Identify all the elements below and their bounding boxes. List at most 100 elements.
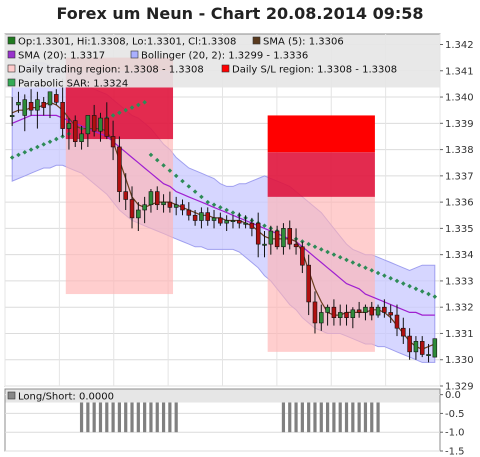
lower-y-axis: 0.0 -0.5 -1.0 -1.5 — [440, 390, 465, 457]
y-tick-label: 1.338 — [445, 145, 474, 156]
long-short-bar — [300, 394, 304, 433]
long-short-bar — [124, 394, 128, 433]
legend-label: Daily S/L region: 1.3308 - 1.3308 — [232, 65, 397, 76]
y-tick-label: 1.341 — [445, 66, 474, 77]
y-tick-label: 1.335 — [445, 224, 474, 235]
candle — [293, 243, 299, 248]
long-short-bar — [86, 394, 90, 433]
long-short-bar — [155, 394, 159, 433]
candle — [356, 309, 362, 313]
long-short-bar — [117, 394, 122, 433]
candle — [388, 312, 393, 316]
sar-point — [401, 281, 406, 286]
y-tick-label: 1.340 — [445, 93, 474, 104]
y-tick-label: 1.331 — [445, 329, 474, 340]
candle — [319, 312, 324, 324]
long-short-bar — [332, 394, 336, 433]
long-short-bar — [319, 394, 323, 433]
chart-title: Forex um Neun - Chart 20.08.2014 09:58 — [56, 4, 424, 23]
candle — [287, 228, 292, 245]
sar-point — [363, 265, 368, 271]
sar-point — [325, 249, 330, 255]
y-tick-label: 1.333 — [445, 276, 474, 287]
legend-label: Parabolic SAR: 1.3324 — [18, 79, 128, 90]
candle — [16, 101, 21, 106]
candle — [98, 117, 103, 132]
long-short-bar — [136, 394, 140, 433]
candle — [312, 301, 318, 324]
candle — [129, 199, 135, 219]
long-short-bar — [294, 394, 298, 433]
legend-label: Daily trading region: 1.3308 - 1.3308 — [18, 65, 204, 76]
y-tick-label: 1.336 — [445, 198, 474, 209]
sar-point — [41, 142, 46, 147]
sar-point — [394, 278, 400, 284]
candle — [205, 212, 210, 221]
y-tick-label: 1.332 — [445, 303, 474, 314]
legend-swatch — [130, 50, 139, 59]
long-short-bar — [357, 394, 361, 433]
sar-point — [337, 255, 343, 260]
long-short-bar — [98, 394, 103, 433]
candle — [300, 246, 305, 266]
long-short-bar — [281, 394, 286, 433]
candle — [173, 204, 179, 208]
candle — [394, 314, 400, 329]
candle — [224, 220, 229, 224]
long-short-bar — [111, 394, 115, 433]
y-tick-label: 1.334 — [445, 250, 474, 261]
legend-swatch — [7, 78, 16, 87]
sma20-path — [11, 114, 435, 316]
legend-label: Long/Short: 0.0000 — [18, 392, 114, 403]
candle — [85, 115, 91, 135]
candle — [401, 327, 406, 337]
legend-label: SMA (20): 1.3317 — [18, 51, 105, 62]
y-tick-label: 0.0 — [445, 390, 461, 401]
legend-swatch — [7, 64, 16, 73]
candle — [344, 312, 349, 319]
sar-point — [54, 136, 59, 142]
sar-point — [426, 291, 431, 297]
candle — [419, 341, 425, 355]
long-short-bar — [149, 394, 153, 433]
candle — [22, 99, 28, 116]
candle — [407, 335, 412, 353]
y-tick-label: 1.339 — [445, 119, 474, 130]
candle — [237, 220, 242, 224]
candle — [155, 191, 160, 206]
sar-point — [407, 283, 412, 289]
y-tick-label: -1.0 — [445, 428, 465, 439]
legend-swatch — [7, 50, 16, 59]
candle — [117, 146, 122, 192]
sar-point — [117, 110, 122, 116]
candle — [262, 243, 267, 246]
long-short-bar — [143, 394, 147, 433]
sar-point — [432, 294, 438, 299]
candle — [211, 217, 217, 221]
candle — [104, 117, 110, 137]
y-tick-label: 1.330 — [445, 355, 474, 366]
candle — [249, 222, 255, 229]
y-tick-label: 1.329 — [445, 382, 474, 393]
candle — [432, 338, 438, 358]
sar-point — [382, 273, 387, 278]
long-short-bar — [351, 394, 355, 433]
candle — [230, 220, 236, 223]
candle — [274, 230, 280, 248]
main-legend: Op:1.3301, Hi:1.3308, Lo:1.3301, Cl:1.33… — [5, 34, 440, 90]
candle — [41, 101, 46, 108]
sar-point — [47, 139, 53, 144]
candle — [123, 191, 128, 200]
lower-legend: Long/Short: 0.0000 — [5, 389, 440, 403]
long-short-bar — [313, 394, 317, 433]
candle — [375, 306, 381, 316]
candle — [180, 204, 185, 211]
sl-region — [267, 152, 375, 197]
sar-point — [375, 270, 381, 276]
sar-point — [388, 276, 393, 281]
candle — [337, 312, 343, 319]
main-panel: Op:1.3301, Hi:1.3308, Lo:1.3301, Cl:1.33… — [4, 33, 474, 393]
candle — [218, 217, 223, 224]
long-short-bar — [338, 394, 342, 433]
sar-point — [306, 241, 311, 247]
